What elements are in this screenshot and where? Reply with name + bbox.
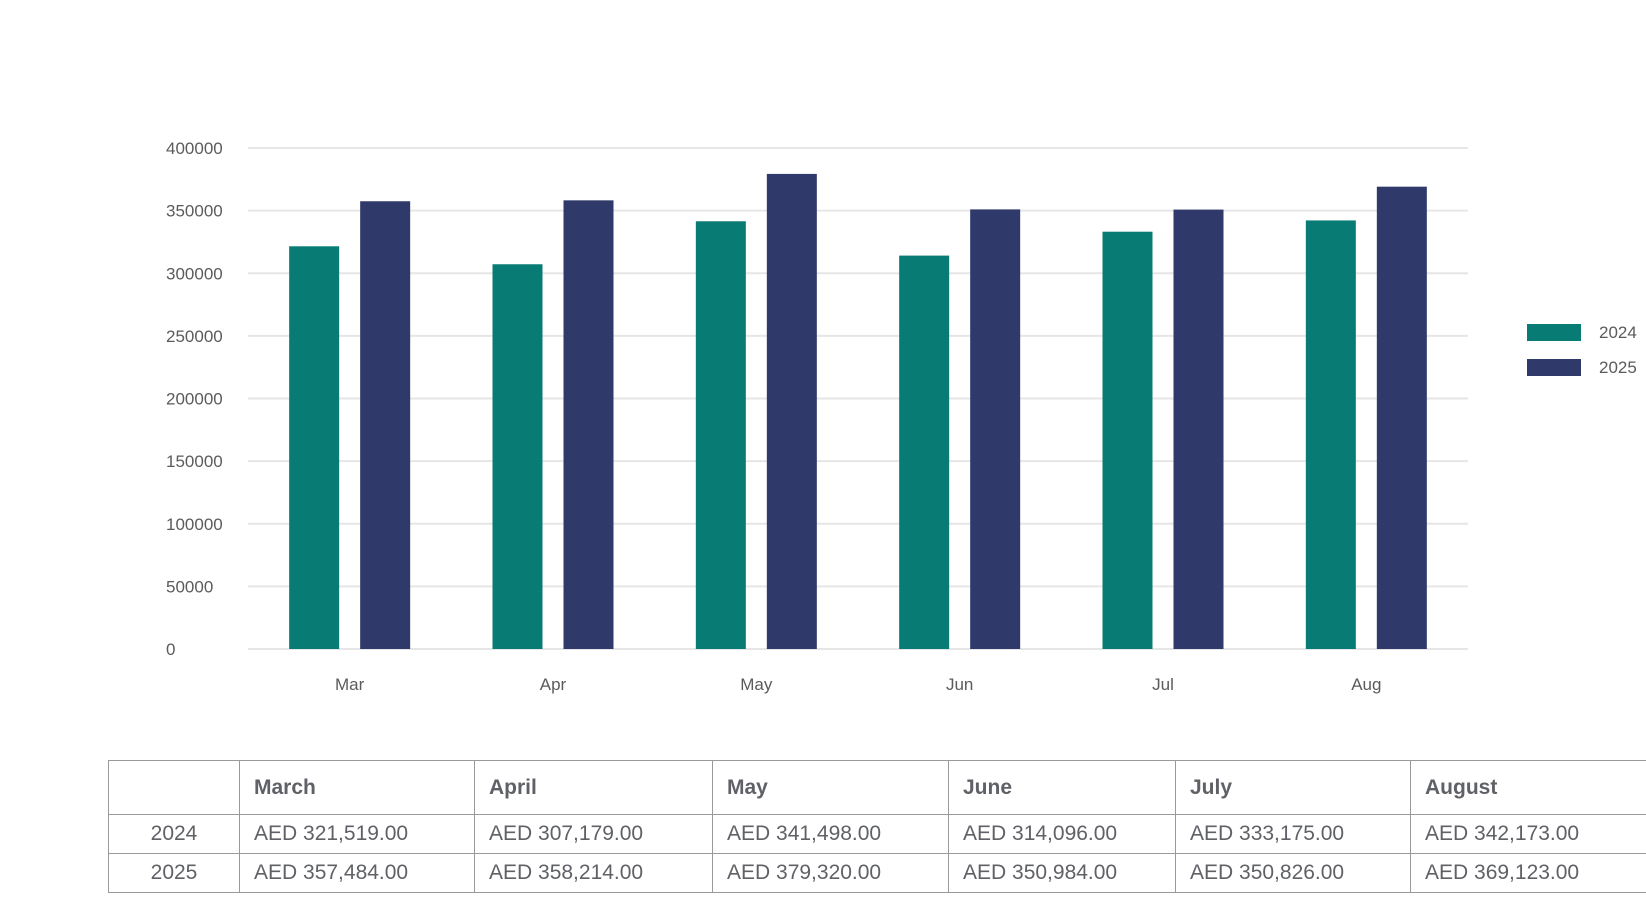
table-cell: AED 357,484.00 bbox=[239, 853, 475, 893]
x-tick-label: Jul bbox=[1152, 675, 1174, 694]
legend: 2024 2025 bbox=[1527, 323, 1637, 377]
y-tick-label: 150000 bbox=[166, 452, 223, 471]
bar-2024-Jun bbox=[899, 255, 950, 649]
bar-2025-Jun bbox=[970, 209, 1021, 649]
row-year: 2024 bbox=[108, 814, 240, 854]
bar-2024-Jul bbox=[1102, 231, 1153, 650]
bars bbox=[289, 173, 1427, 650]
bar-2024-Aug bbox=[1305, 220, 1356, 649]
legend-label: 2024 bbox=[1599, 323, 1637, 342]
table-row: 2024 AED 321,519.00 AED 307,179.00 AED 3… bbox=[108, 814, 1646, 854]
y-tick-label: 250000 bbox=[166, 327, 223, 346]
table-cell: AED 379,320.00 bbox=[712, 853, 949, 893]
x-tick-label: May bbox=[740, 675, 773, 694]
bar-2025-Jul bbox=[1173, 209, 1224, 649]
table-cell: AED 333,175.00 bbox=[1175, 814, 1411, 854]
y-tick-label: 100000 bbox=[166, 515, 223, 534]
bar-2024-May bbox=[695, 221, 746, 650]
header-cell: April bbox=[474, 760, 713, 815]
bar-2024-Apr bbox=[492, 264, 543, 649]
table-header-row: March April May June July August bbox=[108, 760, 1646, 815]
table-cell: AED 350,826.00 bbox=[1175, 853, 1411, 893]
table-cell: AED 307,179.00 bbox=[474, 814, 713, 854]
row-year: 2025 bbox=[108, 853, 240, 893]
table-cell: AED 321,519.00 bbox=[239, 814, 475, 854]
x-tick-label: Aug bbox=[1351, 675, 1381, 694]
y-axis: 0 50000 100000 150000 200000 250000 300000 3500… bbox=[166, 139, 223, 659]
bar-2024-Mar bbox=[289, 246, 340, 649]
bar-2025-Apr bbox=[563, 200, 614, 649]
x-tick-label: Jun bbox=[946, 675, 973, 694]
table-cell: AED 341,498.00 bbox=[712, 814, 949, 854]
table-cell: AED 369,123.00 bbox=[1410, 853, 1646, 893]
bar-2025-May bbox=[766, 173, 817, 649]
y-tick-label: 50000 bbox=[166, 577, 213, 596]
data-table: March April May June July August 2024 AE… bbox=[108, 760, 1646, 893]
header-cell: June bbox=[948, 760, 1176, 815]
y-tick-label: 350000 bbox=[166, 202, 223, 221]
x-tick-label: Apr bbox=[540, 675, 567, 694]
table-cell: AED 358,214.00 bbox=[474, 853, 713, 893]
table-cell: AED 314,096.00 bbox=[948, 814, 1176, 854]
y-tick-label: 200000 bbox=[166, 390, 223, 409]
table-row: 2025 AED 357,484.00 AED 358,214.00 AED 3… bbox=[108, 853, 1646, 893]
header-cell: July bbox=[1175, 760, 1411, 815]
x-tick-label: Mar bbox=[335, 675, 365, 694]
legend-label: 2025 bbox=[1599, 358, 1637, 377]
legend-swatch-2025 bbox=[1527, 359, 1581, 376]
header-cell bbox=[108, 760, 240, 815]
bar-chart: 0 50000 100000 150000 200000 250000 300000 3500… bbox=[166, 139, 1637, 694]
bar-2025-Aug bbox=[1376, 186, 1427, 649]
header-cell: March bbox=[239, 760, 475, 815]
y-tick-label: 400000 bbox=[166, 139, 223, 158]
header-cell: August bbox=[1410, 760, 1646, 815]
table-cell: AED 342,173.00 bbox=[1410, 814, 1646, 854]
legend-swatch-2024 bbox=[1527, 324, 1581, 341]
header-cell: May bbox=[712, 760, 949, 815]
x-axis: Mar Apr May Jun Jul Aug bbox=[335, 675, 1381, 694]
gridlines bbox=[248, 147, 1468, 650]
table-cell: AED 350,984.00 bbox=[948, 853, 1176, 893]
y-tick-label: 300000 bbox=[166, 264, 223, 283]
bar-2025-Mar bbox=[360, 201, 411, 650]
y-tick-label: 0 bbox=[166, 640, 175, 659]
